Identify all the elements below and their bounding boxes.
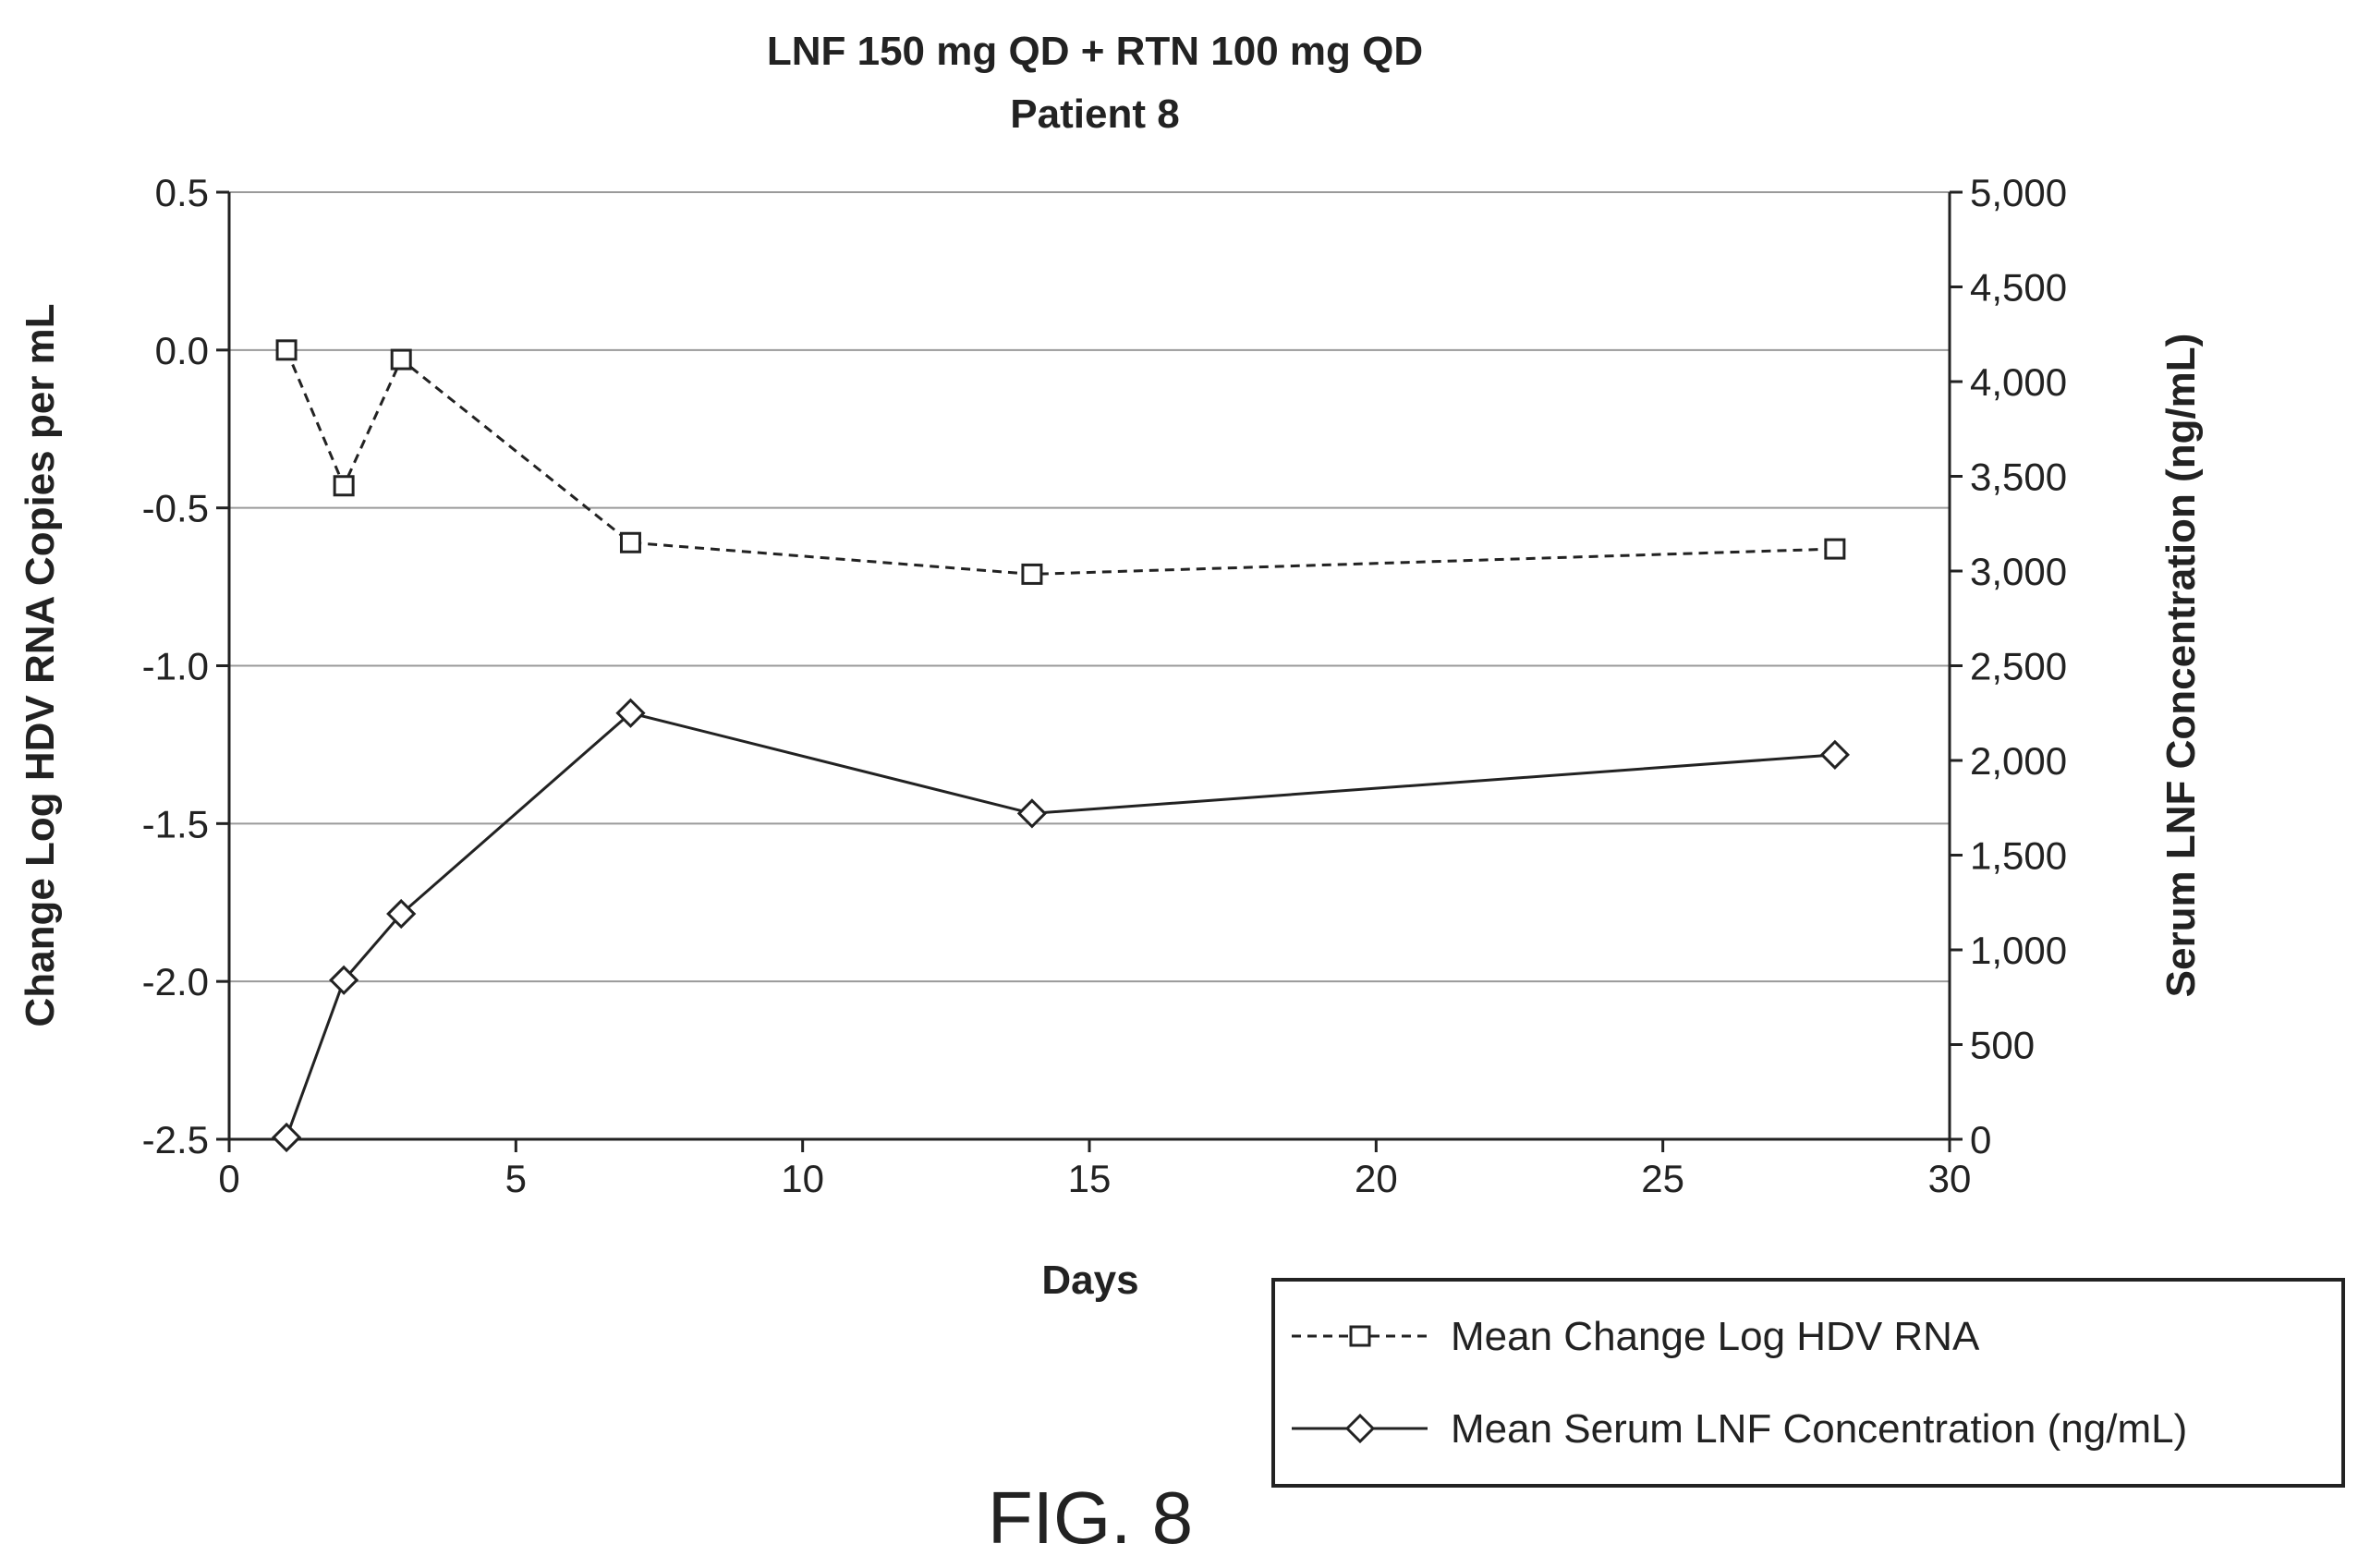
y-right-tick-label: 5,000 [1970,171,2067,214]
data-point-square [390,348,412,371]
y-axis-right-title: Serum LNF Concentration (ng/mL) [2158,334,2204,998]
y-left-tick-label: 0.0 [155,329,209,372]
y-right-tick-label: 3,000 [1970,550,2067,593]
data-point-square [275,339,298,361]
data-point-diamond [1344,1413,1376,1444]
figure-label: FIG. 8 [988,1477,1193,1559]
y-left-tick-label: 0.5 [155,171,209,214]
x-tick-label: 0 [218,1157,239,1200]
x-tick-label: 5 [505,1157,527,1200]
y-right-tick-label: 2,500 [1970,645,2067,688]
axes [216,190,1963,1152]
series-layer [271,339,1850,1153]
y-right-tick-label: 500 [1970,1024,2035,1067]
legend-items: Mean Change Log HDV RNA Mean Serum LNF Co… [1292,1314,2187,1452]
x-tick-label: 15 [1068,1157,1112,1200]
data-point-diamond [329,965,359,995]
data-point-square [1824,538,1846,560]
data-point-diamond [1819,739,1850,770]
y-left-tick-label: -1.0 [142,645,209,688]
y-right-tick-label: 1,000 [1970,929,2067,972]
data-point-square [1021,563,1043,585]
legend-label: Mean Serum LNF Concentration (ng/mL) [1451,1406,2187,1452]
y-right-tick-label: 3,500 [1970,456,2067,499]
data-point-diamond [615,698,646,728]
legend-label: Mean Change Log HDV RNA [1451,1314,1980,1359]
y-left-tick-label: -1.5 [142,802,209,845]
y-right-tick-label: 4,000 [1970,360,2067,404]
y-right-tick-label: 1,500 [1970,834,2067,878]
chart-title: LNF 150 mg QD + RTN 100 mg QD [767,29,1423,74]
y-axis-left-title: Change Log HDV RNA Copies per mL [18,303,63,1027]
y-left-tick-label: -2.5 [142,1118,209,1161]
y-right-tick-label: 0 [1970,1118,1991,1161]
y-right-tick-label: 4,500 [1970,266,2067,310]
legend: Mean Change Log HDV RNA Mean Serum LNF Co… [1271,1278,2345,1488]
legend-box [1271,1278,2345,1488]
chart-subtitle: Patient 8 [1010,91,1179,137]
series-line-serum-lnf [285,711,1835,1138]
x-tick-label: 20 [1355,1157,1398,1200]
data-point-diamond [1016,798,1048,829]
data-point-diamond [271,1122,302,1153]
data-point-square [619,531,641,553]
x-axis-title: Days [1041,1258,1138,1303]
y-right-tick-label: 2,000 [1970,739,2067,783]
y-left-tick-label: -0.5 [142,487,209,530]
tick-labels: 0.5 0.0 -0.5 -1.0 -1.5 -2.0 -2.5 5,000 4,500 4,00… [142,171,2067,1200]
data-point-diamond [386,898,417,930]
x-tick-label: 30 [1928,1157,1972,1200]
x-tick-label: 25 [1641,1157,1684,1200]
series-line-hdv-rna [285,349,1835,576]
y-left-tick-label: -2.0 [142,960,209,1003]
data-point-square [333,475,355,497]
grid-lines [229,191,1950,1140]
data-point-square [1349,1325,1371,1347]
x-tick-label: 10 [781,1157,824,1200]
